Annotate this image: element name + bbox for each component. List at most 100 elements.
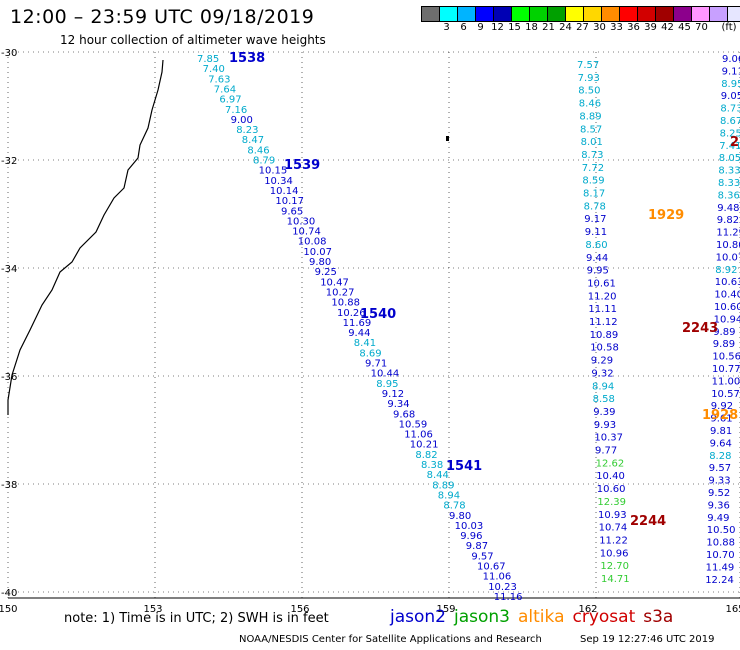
swh-value: 12.39 [597, 497, 626, 508]
swh-value: 9.57 [709, 463, 731, 474]
swh-value: 8.95 [376, 379, 398, 390]
swh-value: 11.16 [494, 592, 523, 603]
scale-swatch [422, 7, 440, 21]
pass-label: 1929 [648, 208, 684, 223]
swh-value: 10.61 [587, 278, 616, 289]
swh-value: 9.34 [387, 399, 409, 410]
scale-label: 30 [593, 22, 606, 33]
swh-value: 10.56 [712, 352, 740, 363]
swh-value: 11.49 [706, 562, 735, 573]
axis-tick-labels: 150 153 156 159 162 165 -30 -32 -34 -36 -38 -40 [0, 48, 740, 615]
swh-value: 7.64 [214, 84, 236, 95]
lon-tick-label: 165 [725, 604, 740, 615]
island-mark [446, 136, 449, 141]
swh-value: 12.62 [596, 458, 625, 469]
swh-value: 8.33 [718, 166, 740, 177]
scale-swatch [674, 7, 692, 21]
map-grid [7, 51, 740, 599]
swh-value: 10.37 [594, 433, 623, 444]
swh-value: 9.89 [713, 327, 735, 338]
scale-swatch [548, 7, 566, 21]
swh-value: 11.00 [712, 376, 740, 387]
swh-value: 8.69 [359, 348, 381, 359]
scale-swatch [728, 7, 740, 21]
swh-value: 10.40 [596, 471, 625, 482]
footer-timestamp: Sep 19 12:27:46 UTC 2019 [580, 634, 715, 645]
lon-tick-label: 162 [578, 604, 597, 615]
scale-swatch [512, 7, 530, 21]
scale-label: 24 [559, 22, 572, 33]
swh-value: 10.44 [371, 369, 400, 380]
swh-value: 9.49 [707, 513, 729, 524]
swh-value: 10.34 [264, 176, 293, 187]
swh-value: 8.23 [236, 125, 258, 136]
lat-tick-label: -32 [1, 156, 17, 167]
swh-value: 8.60 [585, 240, 607, 251]
swh-value: 8.44 [427, 470, 449, 481]
legend-cryosat: cryosat [572, 607, 636, 627]
swh-value: 10.67 [477, 562, 506, 573]
swh-value: 9.25 [315, 267, 337, 278]
swh-value: 8.41 [354, 338, 376, 349]
swh-value: 7.63 [208, 74, 230, 85]
legend-jason2: jason2 [390, 607, 446, 627]
swh-value: 9.89 [713, 339, 735, 350]
swh-value: 9.00 [231, 115, 253, 126]
swh-value: 10.15 [259, 166, 288, 177]
swh-value: 8.89 [432, 480, 454, 491]
scale-unit: (ft) [721, 22, 737, 33]
swh-value: 10.93 [598, 510, 627, 521]
swh-value: 10.30 [287, 216, 316, 227]
scale-label: 21 [542, 22, 555, 33]
scale-swatch [638, 7, 656, 21]
legend-s3a: s3a [643, 607, 674, 627]
swh-value: 8.78 [443, 501, 465, 512]
swh-value: 10.60 [597, 484, 626, 495]
scale-label: 70 [695, 22, 708, 33]
swh-value: 7.72 [582, 163, 604, 174]
swh-value: 10.40 [714, 290, 740, 301]
swh-value: 11.11 [588, 304, 617, 315]
lon-tick-label: 153 [143, 604, 162, 615]
scale-label: 6 [460, 22, 467, 33]
swh-value: 7.40 [203, 64, 225, 75]
swh-value: 8.95 [721, 79, 740, 90]
legend-jason3: jason3 [454, 607, 510, 627]
lon-tick-label: 156 [290, 604, 309, 615]
pass-label: 1538 [229, 51, 265, 66]
scale-label: 27 [576, 22, 589, 33]
swh-value: 10.58 [590, 343, 619, 354]
swh-value: 9.95 [587, 266, 609, 277]
swh-value: 9.71 [365, 359, 387, 370]
swh-value: 7.16 [225, 105, 247, 116]
scale-swatch [656, 7, 674, 21]
swh-value: 9.44 [586, 253, 608, 264]
swh-value: 10.59 [399, 419, 428, 430]
swh-value: 10.60 [714, 302, 740, 313]
lon-tick-label: 150 [0, 604, 18, 615]
swh-value: 8.94 [438, 490, 460, 501]
swh-value: 9.17 [584, 214, 606, 225]
swh-value: 10.63 [715, 277, 740, 288]
swh-value: 10.80 [716, 240, 740, 251]
swh-value: 10.47 [320, 277, 349, 288]
swh-value: 11.20 [588, 291, 617, 302]
swh-value: 8.57 [580, 124, 602, 135]
scale-swatch [692, 7, 710, 21]
scale-swatch [494, 7, 512, 21]
swh-value: 11.29 [716, 228, 740, 239]
swh-value: 7.85 [197, 54, 219, 65]
lat-tick-label: -36 [1, 372, 17, 383]
lon-tick-label: 159 [436, 604, 455, 615]
swh-value: 9.81 [710, 426, 732, 437]
scale-label: 33 [610, 22, 623, 33]
swh-value: 9.80 [449, 511, 471, 522]
swh-value: 8.79 [253, 156, 275, 167]
scale-label: 3 [443, 22, 450, 33]
swh-value: 8.38 [421, 460, 443, 471]
swh-value: 11.06 [404, 430, 433, 441]
pass-label: 1541 [446, 459, 482, 474]
swh-value: 12.70 [600, 561, 629, 572]
swh-value: 7.57 [577, 60, 599, 71]
